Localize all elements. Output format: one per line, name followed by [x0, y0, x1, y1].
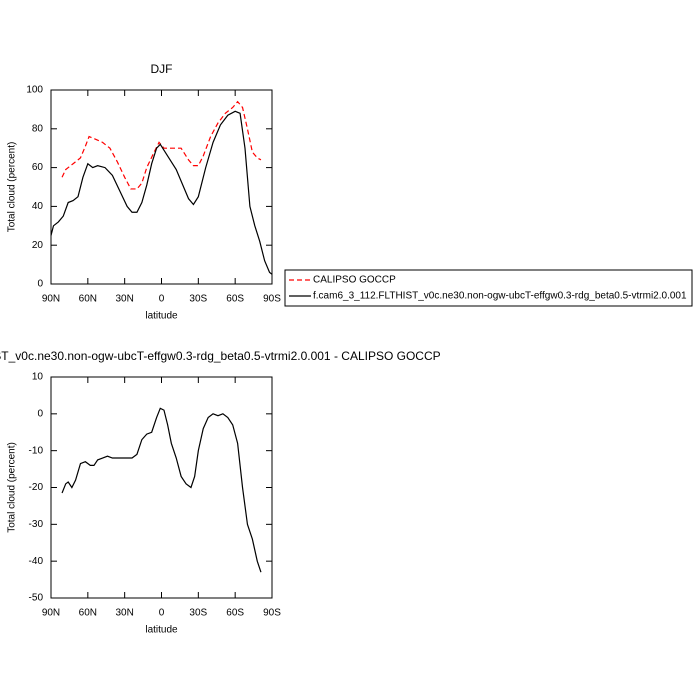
y-tick-label: 80	[32, 123, 44, 134]
x-tick-label: 30S	[189, 608, 207, 619]
legend-label: CALIPSO GOCCP	[313, 275, 396, 286]
data-line	[50, 110, 273, 275]
x-axis-label: latitude	[145, 311, 178, 322]
y-axis-label: Total cloud (percent)	[7, 442, 18, 533]
legend-label: f.cam6_3_112.FLTHIST_v0c.ne30.non-ogw-ub…	[313, 291, 687, 302]
y-tick-label: 60	[32, 162, 44, 173]
x-tick-label: 30S	[189, 294, 207, 305]
x-tick-label: 60S	[226, 294, 244, 305]
y-tick-label: -20	[29, 482, 44, 493]
x-tick-label: 60N	[79, 608, 97, 619]
y-tick-label: 20	[32, 240, 44, 251]
chart-title: DJF	[151, 62, 173, 76]
plot-frame	[50, 89, 273, 285]
plot-frame	[50, 376, 273, 599]
x-axis-label: latitude	[145, 625, 178, 636]
y-tick-label: -30	[29, 519, 44, 530]
data-line	[61, 407, 262, 573]
x-tick-label: 0	[159, 608, 165, 619]
y-tick-label: 40	[32, 201, 44, 212]
x-tick-label: 30N	[115, 294, 133, 305]
y-tick-label: 0	[37, 279, 43, 290]
x-tick-label: 90S	[263, 608, 281, 619]
y-tick-label: 100	[26, 85, 43, 96]
y-tick-label: -40	[29, 556, 44, 567]
chart-title: f.cam6_3_112.FLTHIST_v0c.ne30.non-ogw-ub…	[0, 349, 441, 363]
x-tick-label: 30N	[115, 608, 133, 619]
x-tick-label: 90N	[42, 294, 60, 305]
x-tick-label: 0	[159, 294, 165, 305]
x-tick-label: 60N	[79, 294, 97, 305]
y-tick-label: -50	[29, 593, 44, 604]
y-tick-label: 10	[32, 372, 44, 383]
y-tick-label: -10	[29, 445, 44, 456]
legend-box	[284, 269, 693, 307]
x-tick-label: 60S	[226, 608, 244, 619]
y-tick-label: 0	[37, 408, 43, 419]
y-axis-label: Total cloud (percent)	[7, 142, 18, 233]
x-tick-label: 90S	[263, 294, 281, 305]
x-tick-label: 90N	[42, 608, 60, 619]
